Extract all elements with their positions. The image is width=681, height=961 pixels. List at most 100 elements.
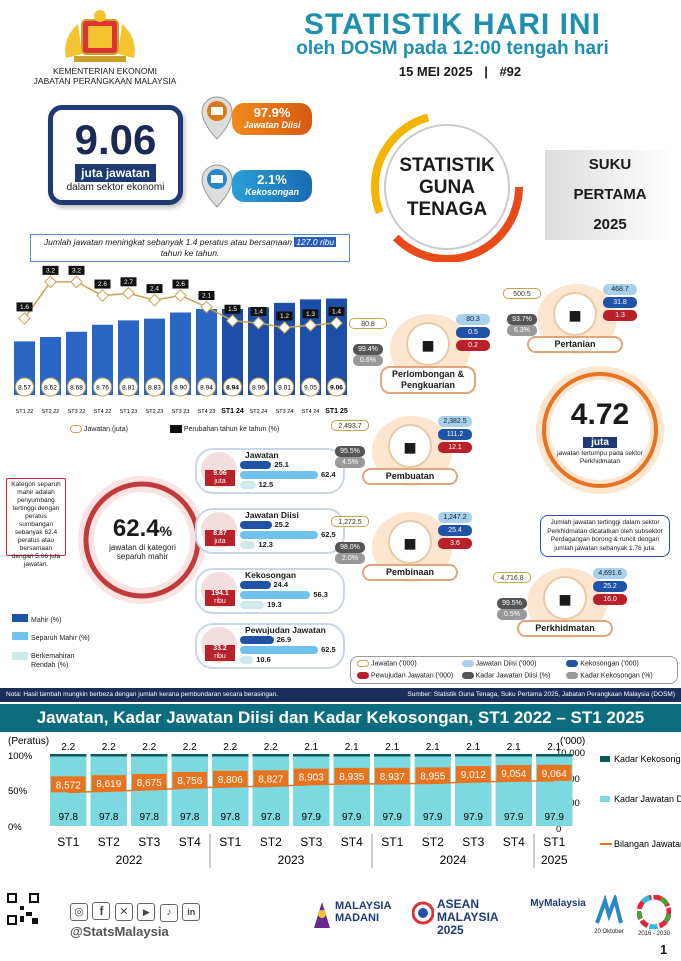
quarter-label: ST2 — [422, 835, 444, 849]
madani-text: MALAYSIA MADANI — [335, 900, 392, 924]
jobs-badge — [334, 767, 369, 784]
vacancy-rate-label: 2.2 — [264, 742, 278, 753]
legend-separuh-swatch — [12, 632, 28, 640]
note-rounding: Nota: Hasil tambah mungkin berbeza denga… — [6, 691, 279, 698]
vacant-rate-pill: 2.1% Kekosongan — [232, 170, 312, 202]
growth-marker — [278, 321, 291, 334]
skill-center: 62.4% jawatan di kategori separuh mahir — [105, 515, 180, 561]
vacancy-rate-label: 2.1 — [547, 742, 561, 753]
vacancy-rate-label: 2.1 — [385, 742, 399, 753]
vacancy-rate-bar — [495, 754, 532, 757]
sdg-wheel-icon — [636, 894, 672, 930]
right-tick: 0 — [556, 824, 561, 835]
quarter-label: ST1 — [219, 835, 241, 849]
linkedin-icon[interactable]: in — [182, 903, 201, 921]
quarter-label: ST4 — [503, 835, 525, 849]
instagram-icon[interactable]: ◎ — [70, 903, 88, 921]
perkhidmatan-chip: 25.2 — [593, 581, 627, 592]
jobs-badge — [415, 767, 450, 784]
malaysia-crest-icon — [65, 10, 135, 62]
jobs-value-label: 8.76 — [96, 385, 109, 392]
growth-label-bg — [68, 265, 85, 275]
jobs-bar-badge — [15, 377, 34, 397]
jobs-bar-badge — [41, 377, 60, 397]
filled-rate-bar — [455, 754, 492, 826]
note-highlight: 127.0 ribu — [294, 237, 337, 247]
growth-value-label: 3.2 — [72, 267, 81, 274]
perlombongan-icon: ■ — [406, 322, 450, 366]
legend-vacancy-text: Kadar Kekosongan (%) — [614, 754, 681, 764]
left-tick: 100% — [8, 751, 33, 762]
skill-bar-value: 56.3 — [313, 590, 328, 599]
growth-label-bg — [224, 304, 241, 314]
filled-rate-bar — [293, 754, 330, 826]
skill-bar-value: 62.5 — [321, 530, 336, 539]
growth-marker — [200, 300, 213, 314]
jobs-label: 8,827 — [258, 774, 283, 785]
skill-bar-value: 24.4 — [273, 580, 289, 589]
growth-label-bg — [94, 279, 111, 289]
growth-label-bg — [276, 311, 293, 321]
pembinaan-icon: ■ — [388, 520, 432, 564]
pembuatan-chip: 2,493.7 — [331, 420, 369, 431]
vacancy-rate-bar — [293, 754, 330, 757]
vacancy-rate-bar — [536, 754, 573, 757]
jobs-badge — [537, 764, 572, 781]
vacancy-rate-bar — [455, 754, 492, 757]
perlombongan-chip: 0.5 — [456, 327, 490, 338]
total-jobs-card: 9.06 juta jawatan dalam sektor ekonomi — [48, 105, 183, 205]
quarter-label: ST4 — [341, 835, 363, 849]
jobs-bar-badge — [145, 377, 164, 397]
date-text: 15 MEI 2025 — [398, 64, 473, 79]
sleg-kekosongan: Kekosongan ('000) — [566, 660, 671, 669]
jobs-bar-badge — [93, 377, 112, 397]
pertanian-chip: 93.7% — [507, 314, 537, 325]
perlombongan-chip: 0.2 — [456, 340, 490, 351]
sector-center-ring-icon — [536, 366, 664, 494]
jobs-value-label: 9.05 — [304, 385, 317, 392]
youtube-icon[interactable]: ▶ — [137, 903, 156, 921]
social-handle[interactable]: @StatsMalaysia — [70, 924, 169, 939]
pertanian-chip: 468.7 — [603, 284, 637, 295]
sleg-diisi: Jawatan Diisi ('000) — [461, 660, 567, 669]
quarter-label: ST4 24 — [302, 409, 320, 415]
page-title: STATISTIK HARI INI — [304, 8, 601, 41]
stats-day-icon — [595, 892, 623, 924]
growth-label-bg — [42, 265, 59, 275]
sleg-pewujudan-label: Pewujudan Jawatan ('000) — [370, 671, 454, 679]
skill-badge-value: 8.87 — [213, 530, 227, 537]
legend-jobs-label: Bilangan Jawatan ('000) — [614, 839, 681, 849]
jobs-bar — [248, 307, 269, 395]
note-source: Sumber: Statistik Guna Tenaga, Suku Pert… — [407, 691, 675, 698]
filled-rate-value: 97.9% — [253, 105, 291, 120]
jobs-badge — [91, 775, 126, 792]
skill-note: Kategori separuh mahir adalah penyumbang… — [6, 478, 66, 568]
jobs-badge — [496, 765, 531, 782]
note-post: tahun ke tahun. — [160, 248, 220, 258]
skill-bar — [240, 656, 254, 664]
jobs-badge — [456, 766, 491, 783]
vacancy-rate-label: 2.1 — [426, 742, 440, 753]
legend-jobs-swatch — [70, 425, 82, 433]
issue-number: #92 — [499, 64, 522, 79]
perlombongan-chip: 99.4% — [353, 344, 383, 355]
pembinaan-chip: 1,272.5 — [331, 516, 369, 527]
jobs-value-label: 8.90 — [174, 385, 187, 392]
skill-bar-value: 19.3 — [267, 600, 282, 609]
vacancy-rate-bar — [374, 754, 411, 757]
facebook-icon[interactable]: f — [92, 902, 111, 920]
jobs-value-label: 8.83 — [148, 385, 161, 392]
x-twitter-icon[interactable]: ✕ — [114, 903, 133, 921]
skill-bar — [240, 591, 311, 599]
jobs-badge — [253, 770, 288, 787]
quarter-label: ST2 23 — [146, 409, 164, 415]
growth-marker — [304, 318, 317, 332]
sleg-pewujudan-swatch — [357, 671, 369, 679]
notes-bar: Nota: Hasil tambah mungkin berbeza denga… — [0, 688, 681, 702]
jobs-line — [68, 780, 555, 794]
filled-rate-pill: 97.9% Jawatan Diisi — [232, 103, 312, 135]
legend-vacancy-label: Kadar Kekosongan (%) — [614, 754, 681, 764]
tiktok-icon[interactable]: ♪ — [159, 904, 178, 922]
legend-rendah-swatch — [12, 652, 28, 660]
pembinaan-chip: 25.4 — [438, 525, 472, 536]
